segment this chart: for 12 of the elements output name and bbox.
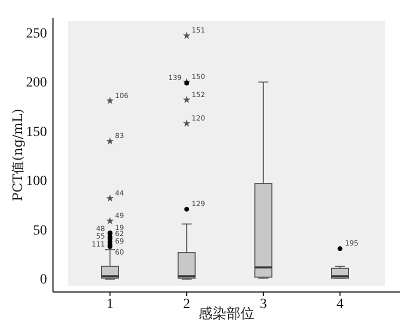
x-tick-label: 3 bbox=[260, 296, 267, 312]
x-tick-label: 4 bbox=[336, 296, 344, 312]
y-tick-label: 150 bbox=[26, 124, 47, 140]
y-tick-label: 200 bbox=[26, 76, 47, 91]
y-tick-label: 250 bbox=[26, 26, 47, 42]
y-tick-label: 100 bbox=[26, 174, 47, 190]
x-axis-title: 感染部位 bbox=[198, 306, 254, 322]
x-tick-label: 2 bbox=[183, 296, 190, 312]
x-tick-label: 1 bbox=[106, 296, 114, 312]
y-tick-label: 0 bbox=[40, 272, 47, 288]
y-axis-title: PCT值(ng/mL) bbox=[11, 108, 26, 202]
y-tick-label: 50 bbox=[33, 223, 47, 238]
